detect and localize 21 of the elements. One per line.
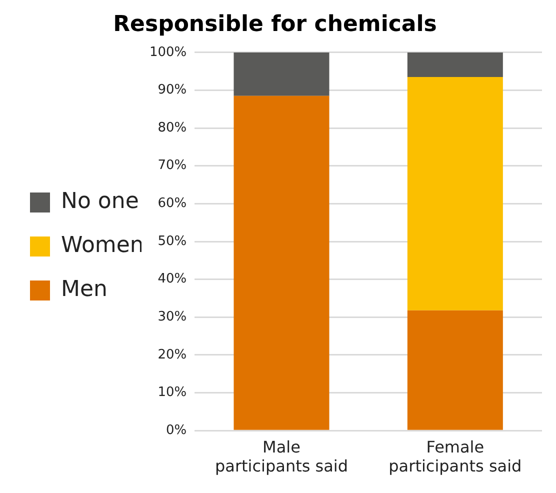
y-tick-label: 70%: [158, 158, 187, 174]
bar: [407, 310, 503, 430]
y-tick-label: 80%: [158, 120, 187, 136]
bar: [234, 96, 330, 430]
chart-title: Responsible for chemicals: [113, 12, 437, 37]
legend-label: Men: [61, 277, 108, 302]
y-tick-label: 30%: [158, 310, 187, 325]
y-tick-label: 40%: [158, 272, 187, 287]
bar: [234, 52, 330, 96]
y-tick-label: 90%: [158, 82, 187, 98]
bar: [407, 76, 503, 310]
y-tick-label: 100%: [149, 44, 187, 60]
legend-label: No one: [61, 189, 139, 214]
y-tick-label: 60%: [158, 196, 187, 212]
x-tick-label: Male participants said: [214, 437, 348, 476]
bar: [407, 52, 503, 77]
y-tick-label: 20%: [158, 347, 187, 362]
y-tick-label: 50%: [158, 234, 187, 249]
x-tick-label: Female participants said: [388, 437, 522, 476]
y-tick-label: 10%: [158, 385, 187, 400]
y-tick-label: 0%: [166, 422, 187, 438]
